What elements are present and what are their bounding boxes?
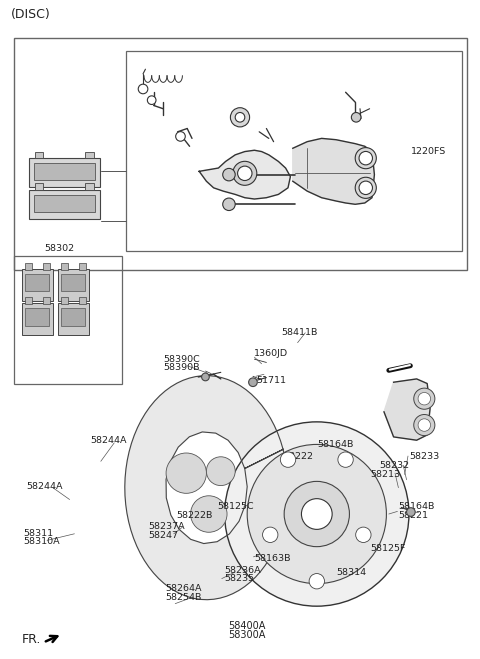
Bar <box>35 152 43 158</box>
Bar <box>43 297 50 304</box>
Circle shape <box>191 496 227 532</box>
Bar <box>61 297 68 304</box>
Bar <box>85 152 94 158</box>
Text: (DISC): (DISC) <box>11 8 50 21</box>
Bar <box>29 158 100 187</box>
Circle shape <box>166 453 206 494</box>
Text: 58233: 58233 <box>409 451 439 461</box>
Bar <box>79 263 86 270</box>
Text: 58310A: 58310A <box>23 537 60 546</box>
Circle shape <box>280 452 296 467</box>
Circle shape <box>176 132 185 141</box>
Bar <box>25 263 32 270</box>
Circle shape <box>359 152 372 165</box>
Circle shape <box>238 166 252 181</box>
Circle shape <box>418 393 431 405</box>
Text: 58232: 58232 <box>379 461 409 471</box>
Text: 58264A: 58264A <box>166 584 202 593</box>
Text: 58125F: 58125F <box>371 544 406 553</box>
Bar <box>34 195 95 212</box>
Circle shape <box>235 113 245 122</box>
Circle shape <box>351 113 361 122</box>
Bar <box>22 303 53 335</box>
Bar <box>25 297 32 304</box>
Circle shape <box>414 388 435 409</box>
Bar <box>58 303 89 335</box>
Text: 58163B: 58163B <box>254 554 291 563</box>
Text: 58244A: 58244A <box>90 436 127 445</box>
Text: 58247: 58247 <box>148 530 178 540</box>
Text: 58311: 58311 <box>23 529 53 538</box>
Polygon shape <box>125 376 288 600</box>
Polygon shape <box>384 379 430 440</box>
Circle shape <box>225 422 409 606</box>
Bar <box>43 263 50 270</box>
Text: 58244A: 58244A <box>26 482 63 491</box>
Text: 58237A: 58237A <box>148 522 184 531</box>
Text: 58300A: 58300A <box>228 629 266 640</box>
Text: 58400A: 58400A <box>228 621 266 631</box>
Circle shape <box>309 573 324 589</box>
Bar <box>14 38 467 270</box>
Circle shape <box>418 419 431 431</box>
Polygon shape <box>199 150 290 199</box>
Bar <box>61 274 85 291</box>
Text: 1360JD: 1360JD <box>254 349 288 358</box>
Circle shape <box>338 452 353 467</box>
Circle shape <box>138 84 148 94</box>
Text: 58164B: 58164B <box>398 502 435 511</box>
Circle shape <box>206 457 235 486</box>
Bar <box>58 269 89 301</box>
Circle shape <box>359 181 372 194</box>
Circle shape <box>223 169 235 181</box>
Circle shape <box>233 161 257 185</box>
Circle shape <box>355 177 376 198</box>
Bar <box>79 297 86 304</box>
Polygon shape <box>293 138 374 204</box>
Text: 51711: 51711 <box>256 376 286 385</box>
Text: 58411B: 58411B <box>281 328 317 337</box>
Text: 58222: 58222 <box>283 451 313 461</box>
Circle shape <box>147 96 156 105</box>
Circle shape <box>356 527 371 542</box>
Bar <box>61 263 68 270</box>
Text: 58222B: 58222B <box>177 511 213 520</box>
Bar <box>35 183 43 190</box>
Bar <box>29 190 100 219</box>
Circle shape <box>223 198 235 210</box>
Text: 58125C: 58125C <box>217 501 254 511</box>
Bar <box>85 183 94 190</box>
Circle shape <box>407 507 415 517</box>
Text: 1220FS: 1220FS <box>411 147 446 156</box>
Text: 58235: 58235 <box>225 574 255 583</box>
Circle shape <box>355 148 376 169</box>
Text: 58254B: 58254B <box>166 593 202 602</box>
Circle shape <box>284 481 349 547</box>
Circle shape <box>301 499 332 529</box>
Text: 58390B: 58390B <box>163 363 200 372</box>
Circle shape <box>247 444 386 584</box>
Text: 58221: 58221 <box>398 511 428 520</box>
Circle shape <box>249 378 257 387</box>
Text: 58164B: 58164B <box>317 440 353 449</box>
Text: 58236A: 58236A <box>225 565 261 575</box>
Bar <box>25 308 49 326</box>
Bar <box>34 163 95 180</box>
Circle shape <box>230 107 250 127</box>
Circle shape <box>263 527 278 542</box>
Text: 58213: 58213 <box>371 470 401 479</box>
Text: 58390C: 58390C <box>163 355 200 364</box>
Circle shape <box>414 415 435 436</box>
Circle shape <box>202 373 209 381</box>
Bar <box>61 308 85 326</box>
Bar <box>22 269 53 301</box>
Text: 58314: 58314 <box>336 567 366 577</box>
Bar <box>126 51 462 251</box>
Bar <box>25 274 49 291</box>
Text: 58302: 58302 <box>44 244 74 253</box>
Text: FR.: FR. <box>22 633 41 646</box>
Bar <box>14 256 122 384</box>
